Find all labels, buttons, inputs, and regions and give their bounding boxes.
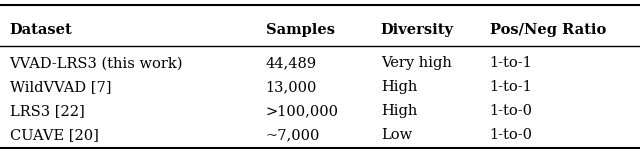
Text: Samples: Samples: [266, 23, 335, 37]
Text: 13,000: 13,000: [266, 80, 317, 94]
Text: 1-to-1: 1-to-1: [490, 56, 532, 70]
Text: 1-to-0: 1-to-0: [490, 104, 532, 118]
Text: Diversity: Diversity: [381, 23, 454, 37]
Text: >100,000: >100,000: [266, 104, 339, 118]
Text: CUAVE [20]: CUAVE [20]: [10, 128, 99, 142]
Text: VVAD-LRS3 (this work): VVAD-LRS3 (this work): [10, 56, 183, 70]
Text: Very high: Very high: [381, 56, 452, 70]
Text: Low: Low: [381, 128, 412, 142]
Text: ~7,000: ~7,000: [266, 128, 320, 142]
Text: High: High: [381, 104, 417, 118]
Text: WildVVAD [7]: WildVVAD [7]: [10, 80, 111, 94]
Text: Dataset: Dataset: [10, 23, 72, 37]
Text: 44,489: 44,489: [266, 56, 317, 70]
Text: 1-to-0: 1-to-0: [490, 128, 532, 142]
Text: 1-to-1: 1-to-1: [490, 80, 532, 94]
Text: High: High: [381, 80, 417, 94]
Text: LRS3 [22]: LRS3 [22]: [10, 104, 84, 118]
Text: Pos/Neg Ratio: Pos/Neg Ratio: [490, 23, 606, 37]
